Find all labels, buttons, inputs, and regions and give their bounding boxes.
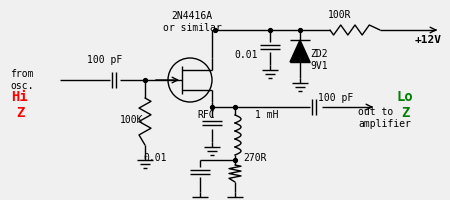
Polygon shape [290,40,310,62]
Text: 270R: 270R [243,153,266,163]
Text: Lo
Z: Lo Z [396,90,414,120]
Text: 0.01: 0.01 [144,153,167,163]
Text: 0.01: 0.01 [234,50,258,60]
Text: ZD2
9V1: ZD2 9V1 [310,49,328,71]
Text: +12V: +12V [415,35,442,45]
Text: 100 pF: 100 pF [318,93,353,103]
Text: RFC: RFC [198,110,215,120]
Text: 100K: 100K [120,115,143,125]
Text: out to
amplifier: out to amplifier [358,107,411,129]
Text: from
osc.: from osc. [10,69,34,91]
Text: 2N4416A
or similar: 2N4416A or similar [162,11,221,33]
Text: Hi
Z: Hi Z [12,90,28,120]
Text: 100R: 100R [328,10,352,20]
Text: 100 pF: 100 pF [87,55,122,65]
Text: 1 mH: 1 mH [255,110,279,120]
